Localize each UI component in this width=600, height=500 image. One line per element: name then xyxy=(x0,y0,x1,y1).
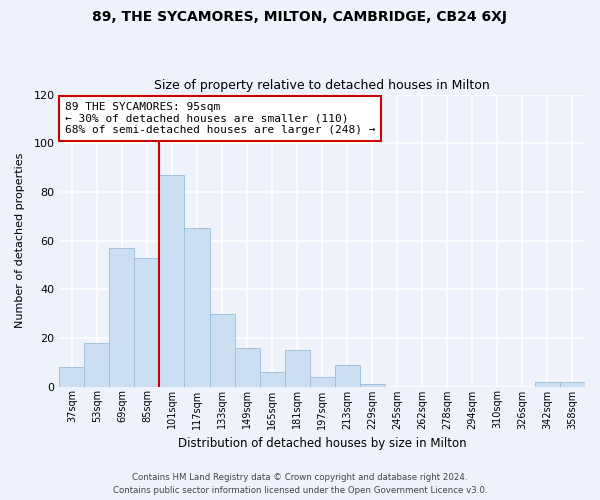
Bar xyxy=(560,382,585,386)
Y-axis label: Number of detached properties: Number of detached properties xyxy=(15,153,25,328)
Bar xyxy=(535,382,560,386)
Bar xyxy=(109,248,134,386)
Bar xyxy=(335,364,360,386)
Title: Size of property relative to detached houses in Milton: Size of property relative to detached ho… xyxy=(154,79,490,92)
X-axis label: Distribution of detached houses by size in Milton: Distribution of detached houses by size … xyxy=(178,437,466,450)
Bar xyxy=(184,228,209,386)
Bar xyxy=(235,348,260,387)
Text: 89, THE SYCAMORES, MILTON, CAMBRIDGE, CB24 6XJ: 89, THE SYCAMORES, MILTON, CAMBRIDGE, CB… xyxy=(92,10,508,24)
Text: Contains HM Land Registry data © Crown copyright and database right 2024.
Contai: Contains HM Land Registry data © Crown c… xyxy=(113,473,487,495)
Bar xyxy=(160,175,184,386)
Bar xyxy=(284,350,310,387)
Bar xyxy=(209,314,235,386)
Bar xyxy=(360,384,385,386)
Bar xyxy=(310,377,335,386)
Bar xyxy=(85,342,109,386)
Bar xyxy=(59,367,85,386)
Text: 89 THE SYCAMORES: 95sqm
← 30% of detached houses are smaller (110)
68% of semi-d: 89 THE SYCAMORES: 95sqm ← 30% of detache… xyxy=(65,102,375,135)
Bar xyxy=(260,372,284,386)
Bar xyxy=(134,258,160,386)
